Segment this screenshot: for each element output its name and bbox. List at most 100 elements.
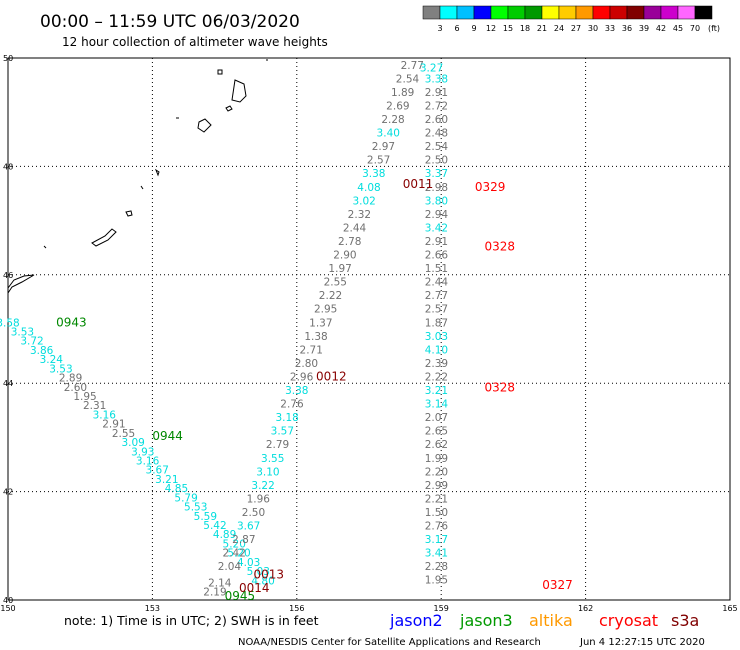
color-scale-swatch [507, 5, 526, 20]
coastline-island-6 [154, 168, 160, 177]
coastline-island-8 [125, 210, 133, 217]
wave-height-value: 3.10 [256, 466, 279, 478]
wave-height-value: 2.89 [59, 373, 82, 385]
wave-height-value: 2.66 [425, 250, 449, 262]
wave-height-value: 2.42 [223, 548, 246, 560]
wave-height-value: 2.87 [232, 534, 255, 546]
lat-tick-label: 50 [3, 54, 13, 63]
wave-height-value: 1.38 [304, 331, 327, 343]
pass-time-label: 0943 [56, 315, 87, 329]
wave-height-value: 3.18 [275, 412, 298, 424]
color-scale-label: 33 [605, 24, 615, 33]
wave-height-value: 3.41 [425, 548, 448, 560]
color-scale-swatch [524, 5, 543, 20]
wave-height-value: 3.38 [362, 168, 385, 180]
map-subtitle: 12 hour collection of altimeter wave hei… [62, 35, 328, 49]
coastline-island-3 [197, 118, 212, 133]
wave-height-value: 3.55 [261, 453, 284, 465]
color-scale-label: 70 [690, 24, 700, 33]
pass-time-label: 0328 [485, 380, 516, 394]
wave-height-value: 2.96 [290, 371, 314, 383]
wave-height-value: 2.91 [102, 419, 125, 431]
wave-height-value: 2.90 [333, 250, 356, 262]
lat-tick-label: 40 [3, 596, 13, 605]
color-scale-label: 30 [588, 24, 598, 33]
map-frame [7, 57, 731, 601]
lon-tick-label: 159 [434, 604, 449, 613]
footer-credit: NOAA/NESDIS Center for Satellite Applica… [238, 637, 541, 648]
wave-height-value: 3.02 [352, 195, 375, 207]
lon-tick-label: 162 [578, 604, 593, 613]
wave-height-value: 3.14 [425, 399, 449, 411]
wave-height-value: 3.53 [49, 363, 72, 375]
wave-height-value: 3.38 [425, 73, 448, 85]
wave-height-value: 3.57 [271, 426, 294, 438]
wave-height-value: 1.89 [391, 87, 414, 99]
coastline [7, 59, 268, 294]
wave-height-value: 2.21 [425, 493, 448, 505]
wave-height-value: 2.54 [425, 141, 449, 153]
wave-height-value: 1.96 [247, 493, 271, 505]
lat-tick-label: 44 [3, 379, 13, 388]
color-scale-swatch [592, 5, 611, 20]
coastline-island-4 [225, 105, 233, 112]
wave-height-value: 2.14 [208, 577, 232, 589]
pass-time-label: 0327 [542, 578, 573, 592]
wave-height-value: 1.87 [425, 317, 448, 329]
wave-height-value: 1.50 [425, 507, 448, 519]
lon-tick-label: 153 [145, 604, 160, 613]
wave-height-value: 3.21 [155, 474, 178, 486]
pass-time-label: 0945 [225, 589, 256, 603]
wave-points-layer: 3.583.533.723.863.243.532.892.601.952.31… [0, 60, 448, 599]
wave-height-value: 2.54 [396, 73, 420, 85]
wave-height-value: 3.42 [425, 222, 448, 234]
wave-height-value: 2.71 [300, 344, 323, 356]
wave-height-value: 2.62 [425, 439, 448, 451]
coastline-island-7 [140, 185, 144, 190]
legend-entry-jason3: jason3 [459, 611, 513, 630]
color-scale-label: 3 [437, 24, 442, 33]
wave-height-value: 2.31 [83, 400, 106, 412]
color-scale-label: 12 [486, 24, 496, 33]
wave-height-value: 4.89 [213, 529, 236, 541]
wave-height-value: 5.59 [194, 511, 217, 523]
wave-height-value: 2.78 [338, 236, 361, 248]
pass-time-label: 0014 [239, 581, 270, 595]
wave-height-value: 5.20 [223, 538, 246, 550]
wave-height-value: 2.44 [425, 277, 449, 289]
color-scale-swatch [422, 5, 441, 20]
coastline-island-10 [43, 245, 47, 249]
lat-tick-label: 46 [3, 271, 13, 280]
map-title: 00:00 – 11:59 UTC 06/03/2020 [40, 12, 300, 32]
wave-height-value: 3.93 [131, 446, 154, 458]
wave-height-value: 5.20 [227, 548, 250, 560]
color-scale-label: 27 [571, 24, 581, 33]
wave-height-value: 3.16 [136, 456, 160, 468]
wave-height-value: 2.98 [425, 182, 448, 194]
color-scale-label: 18 [520, 24, 530, 33]
wave-height-value: 2.04 [218, 561, 242, 573]
color-scale-swatch [456, 5, 475, 20]
wave-height-value: 2.99 [425, 480, 448, 492]
wave-height-value: 3.67 [237, 521, 260, 533]
coastline-island-2 [217, 69, 223, 75]
wave-height-value: 2.72 [425, 100, 448, 112]
graticule [8, 58, 730, 600]
color-scale-label: 9 [471, 24, 476, 33]
wave-height-value: 1.97 [328, 263, 351, 275]
wave-height-value: 1.95 [73, 391, 96, 403]
wave-height-value: 2.39 [425, 358, 448, 370]
lon-tick-label: 165 [722, 604, 737, 613]
wave-height-value: 2.55 [112, 428, 135, 440]
wave-height-value: 2.60 [425, 114, 448, 126]
color-scale-swatch [490, 5, 509, 20]
color-scale-label: 45 [673, 24, 683, 33]
legend-entry-cryosat: cryosat [599, 611, 658, 630]
lon-tick-label: 156 [289, 604, 304, 613]
satellite-legend: jason2 jason3 altika cryosat s3a [389, 611, 699, 630]
color-scale-swatch [643, 5, 662, 20]
legend-entry-jason2: jason2 [389, 611, 443, 630]
wave-height-value: 2.22 [425, 371, 448, 383]
